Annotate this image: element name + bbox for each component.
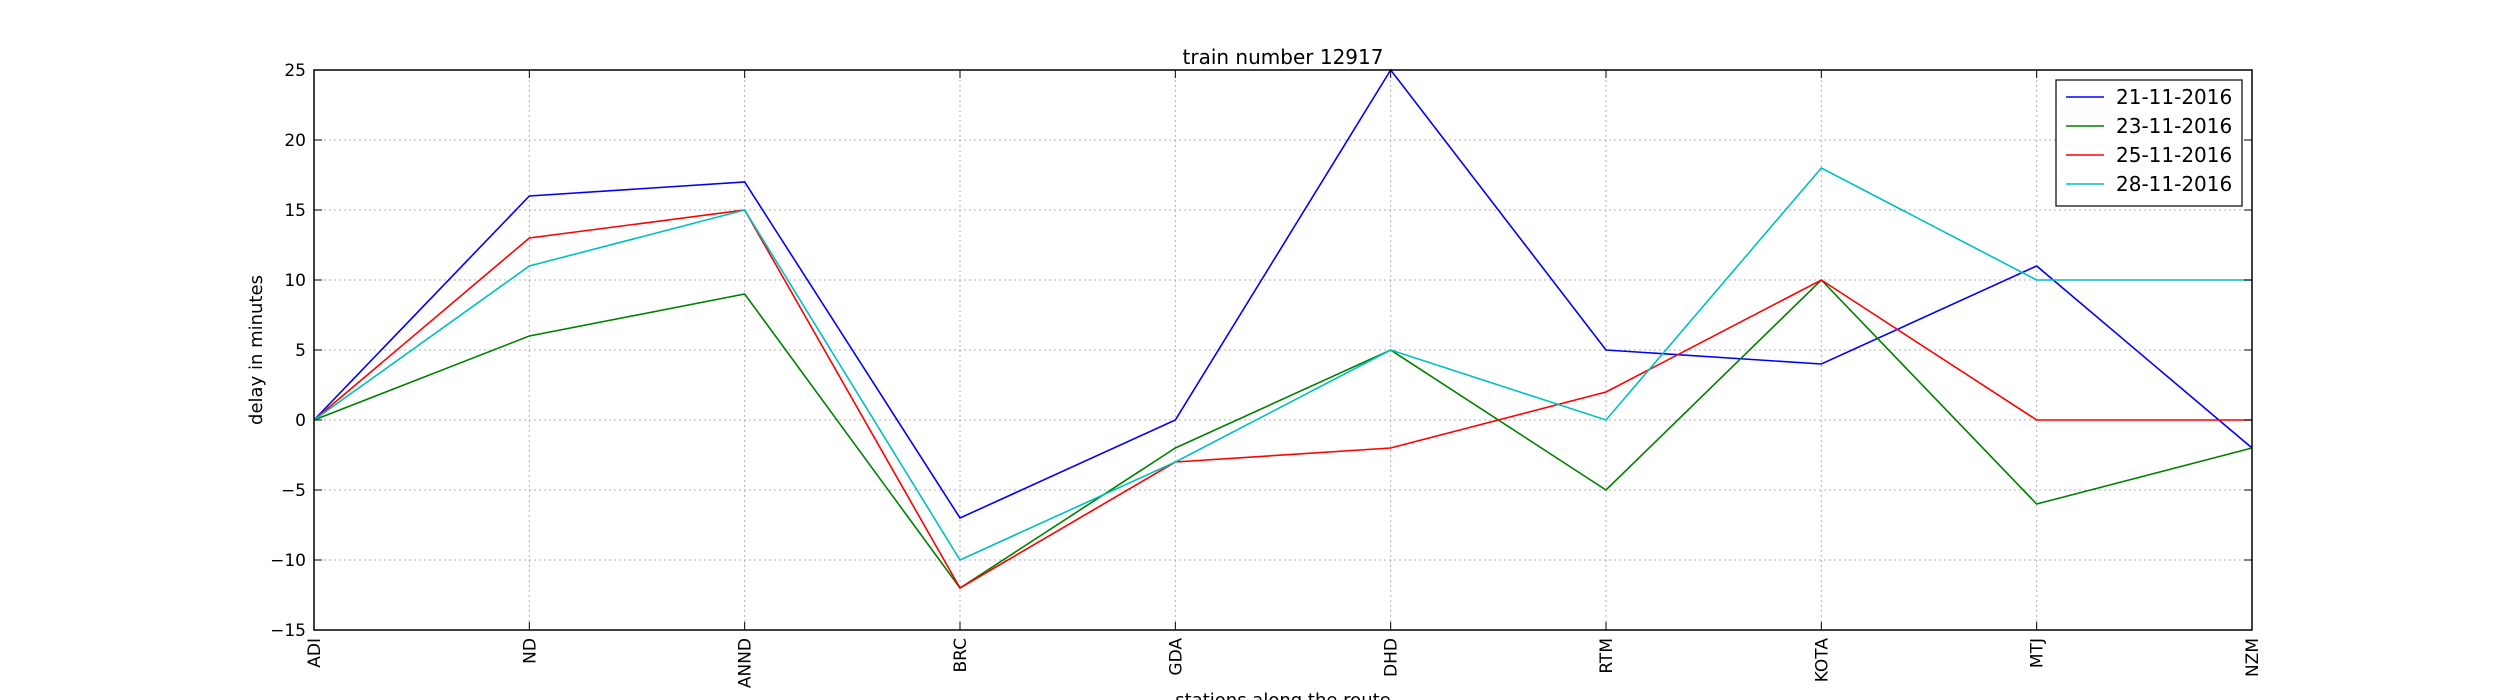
series-line-25-11-2016	[313, 209, 2252, 590]
series-line-21-11-2016	[313, 68, 2253, 520]
legend-label: 28-11-2016	[2116, 172, 2232, 196]
x-tick-label: NZM	[2243, 638, 2263, 677]
x-tick-label: ADI	[305, 638, 325, 668]
y-tick-label: 15	[284, 201, 306, 221]
y-tick-label: 20	[284, 131, 306, 151]
y-tick-label: 5	[295, 341, 306, 361]
y-axis-title: delay in minutes	[246, 275, 267, 425]
legend-label: 25-11-2016	[2116, 143, 2232, 167]
legend: 21-11-2016 23-11-2016 25-11-2016 28-11-2016	[2055, 79, 2243, 207]
y-tick-label: −10	[270, 551, 306, 571]
x-tick-label: ANND	[736, 638, 756, 688]
series-line-23-11-2016	[313, 278, 2253, 590]
x-tick-label: MTJ	[2028, 638, 2048, 668]
x-tick-label: ND	[520, 638, 540, 664]
x-tick-label: GDA	[1166, 638, 1186, 676]
x-tick-label: DHD	[1382, 638, 1402, 677]
legend-label: 23-11-2016	[2116, 114, 2232, 138]
legend-box	[2055, 79, 2243, 207]
y-tick-label: 0	[295, 411, 306, 431]
legend-label: 21-11-2016	[2116, 85, 2232, 109]
axis-ticks: ADI ND ANND BRC GDA DHD RTM KOTA MTJ NZM 25 20 15 10 5…	[270, 61, 2263, 688]
x-tick-label: BRC	[951, 638, 971, 673]
series-line-28-11-2016	[313, 166, 2252, 562]
data-series	[313, 68, 2253, 590]
y-tick-label: 25	[284, 61, 306, 81]
x-tick-label: RTM	[1597, 638, 1617, 674]
x-tick-label: KOTA	[1812, 638, 1832, 683]
chart-title: train number 12917	[1183, 45, 1384, 69]
y-tick-label: −15	[270, 621, 306, 641]
y-tick-label: −5	[281, 481, 306, 501]
x-axis-title: stations along the route	[1175, 690, 1390, 700]
y-tick-label: 10	[284, 271, 306, 291]
